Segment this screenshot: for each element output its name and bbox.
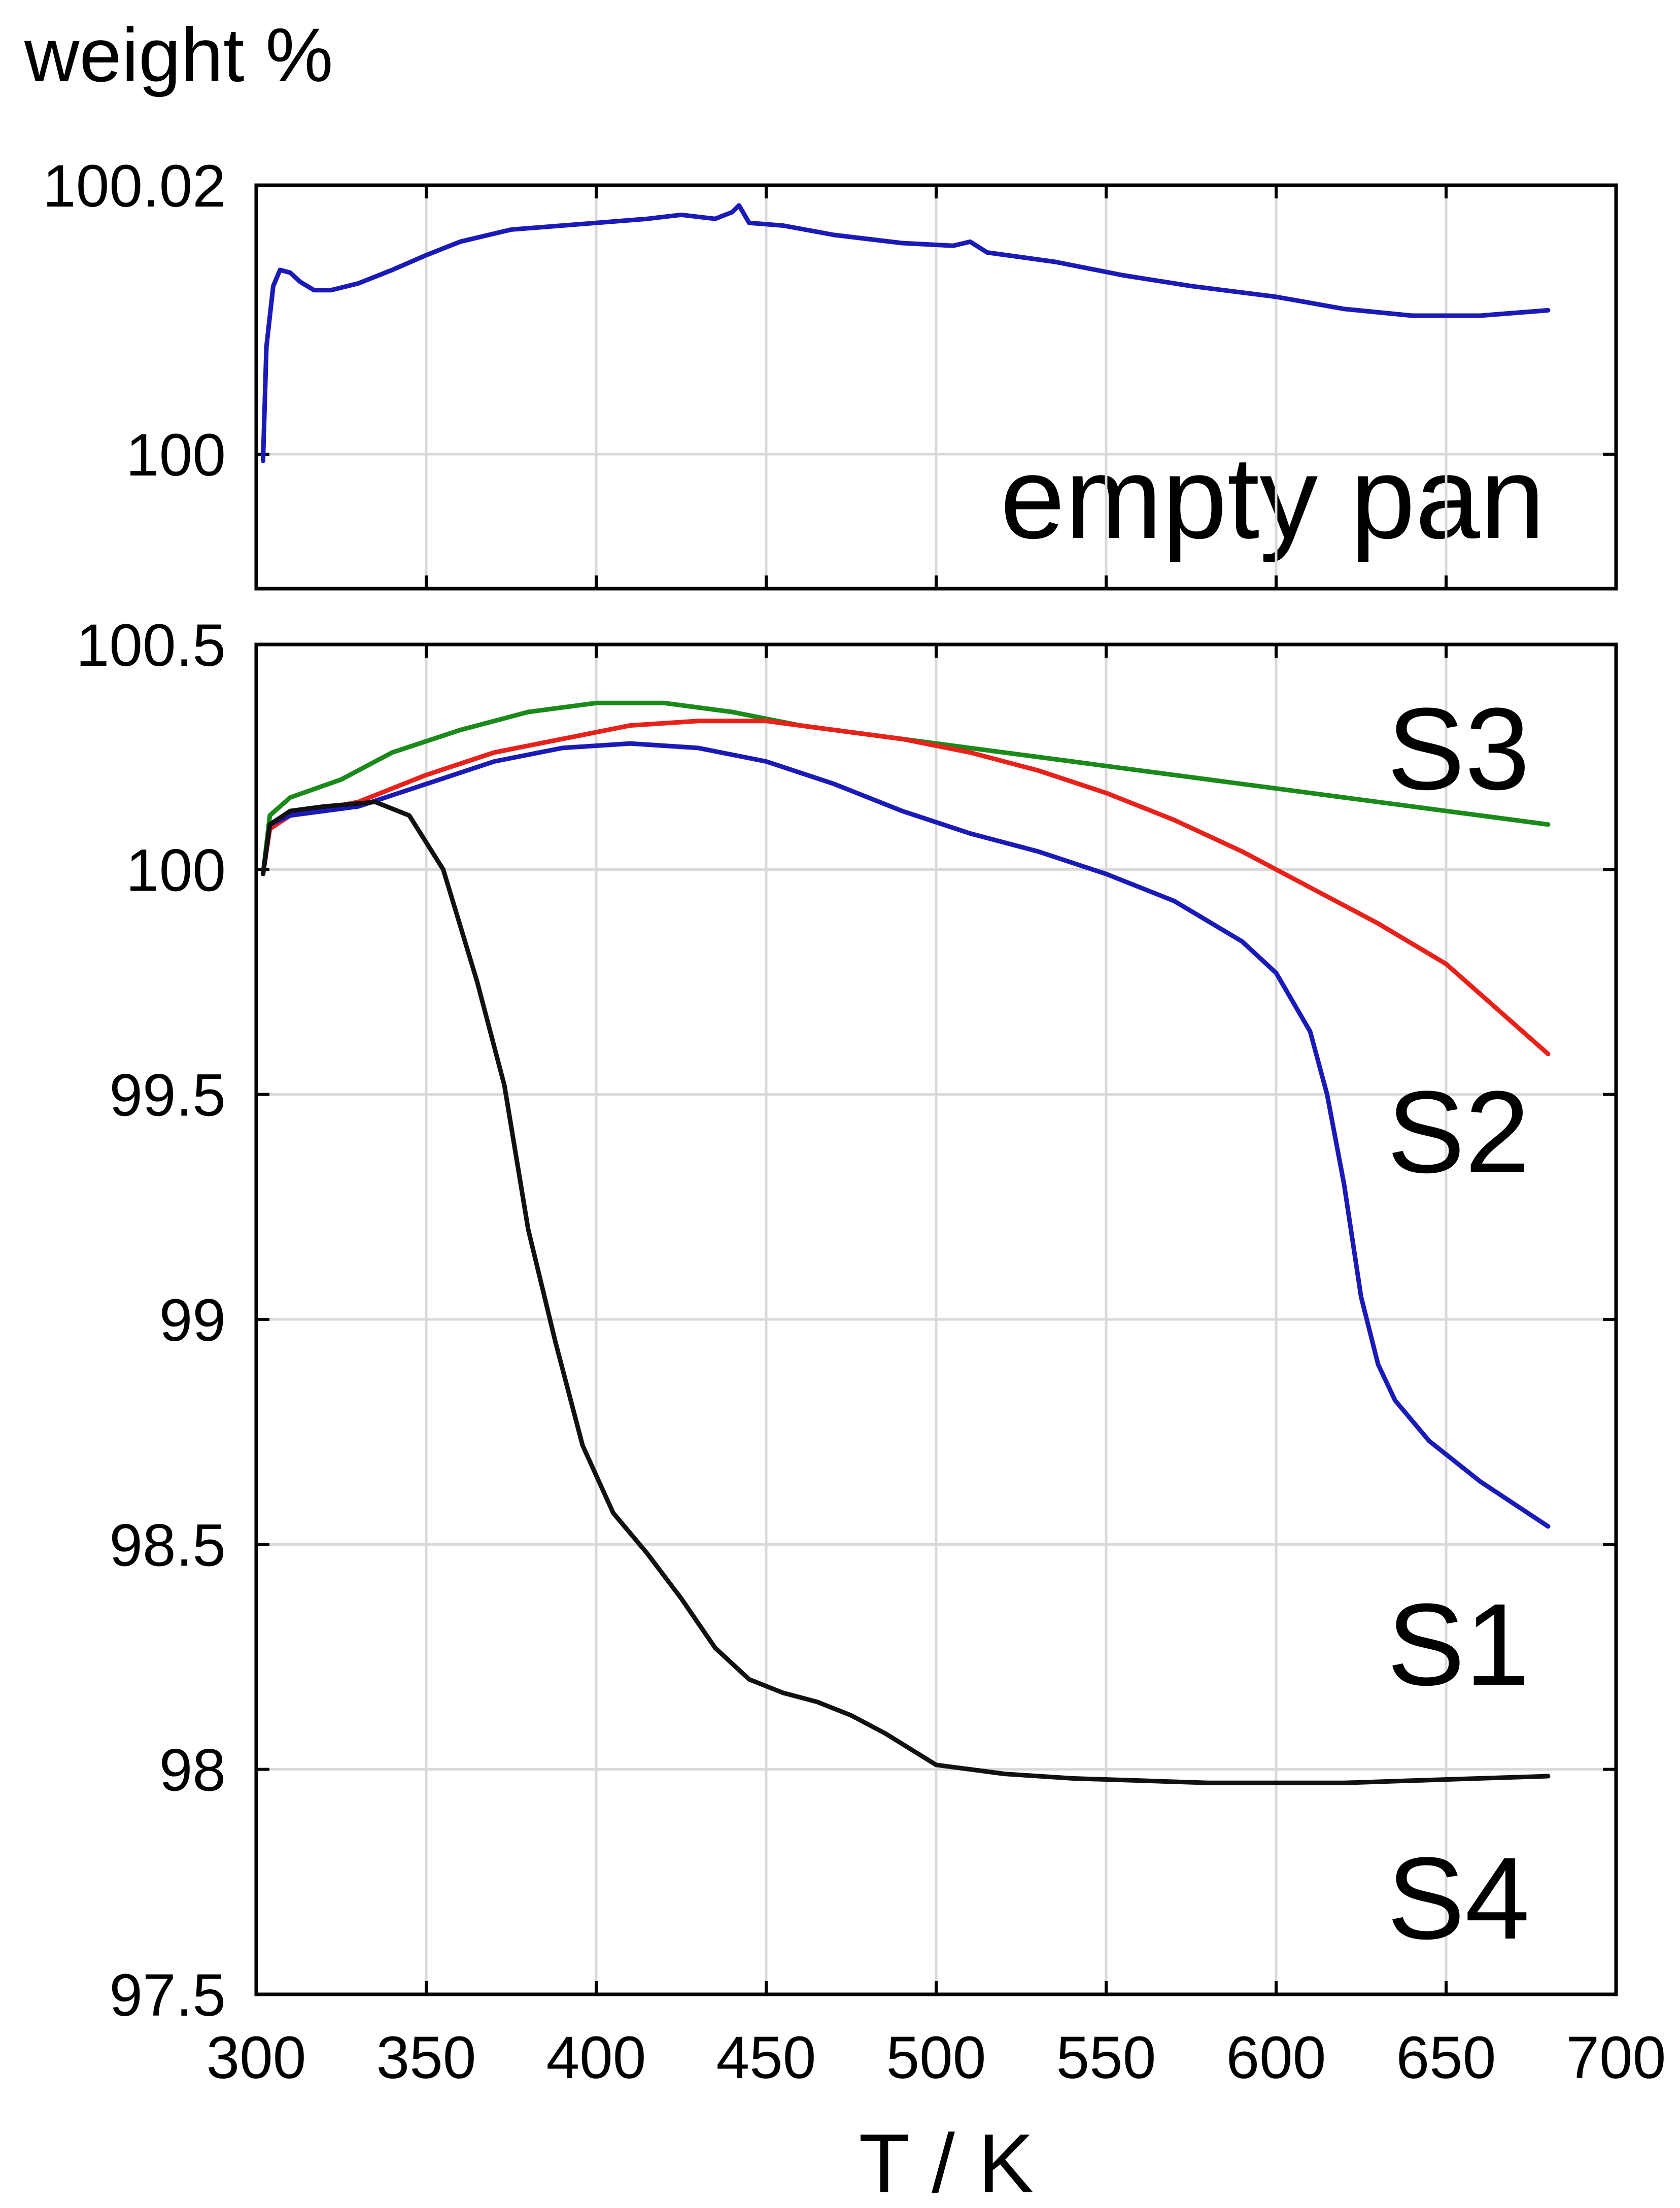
y-axis-label: weight % [24,12,333,97]
series-line-s4 [260,799,1551,1785]
x-tick-label: 700 [1566,2024,1666,2091]
y-tick-label: 99 [159,1287,226,1354]
x-tick-label: 500 [886,2024,986,2091]
series-label-s4: S4 [1387,1833,1530,1963]
series-label-s2: S2 [1387,1067,1530,1197]
x-tick-label: 300 [207,2024,306,2091]
x-tick-label: 650 [1396,2024,1496,2091]
series-line-s2 [260,719,1551,1057]
y-tick-label: 99.5 [109,1062,226,1129]
x-tick-label: 350 [376,2024,476,2091]
series-label-s3: S3 [1387,684,1530,814]
x-tick-label: 400 [546,2024,646,2091]
series-line-s3 [260,700,1551,876]
series-line-s1 [260,741,1551,1529]
series-label-s1: S1 [1387,1579,1530,1710]
y-tick-label: 100.5 [76,612,226,679]
x-tick-label: 450 [716,2024,816,2091]
y-tick-label: 97.5 [109,1962,226,2029]
x-tick-label: 550 [1056,2024,1156,2091]
y-tick-label: 98 [159,1737,226,1804]
y-tick-label: 100 [126,422,226,489]
empty-pan-annotation: empty pan [1000,432,1545,563]
y-tick-label: 100 [126,837,226,904]
y-tick-label: 100.02 [43,153,226,220]
x-tick-label: 600 [1226,2024,1326,2091]
series-line-empty-pan [260,203,1551,463]
y-tick-label: 98.5 [109,1512,226,1579]
x-axis-label: T / K [859,2117,1034,2208]
